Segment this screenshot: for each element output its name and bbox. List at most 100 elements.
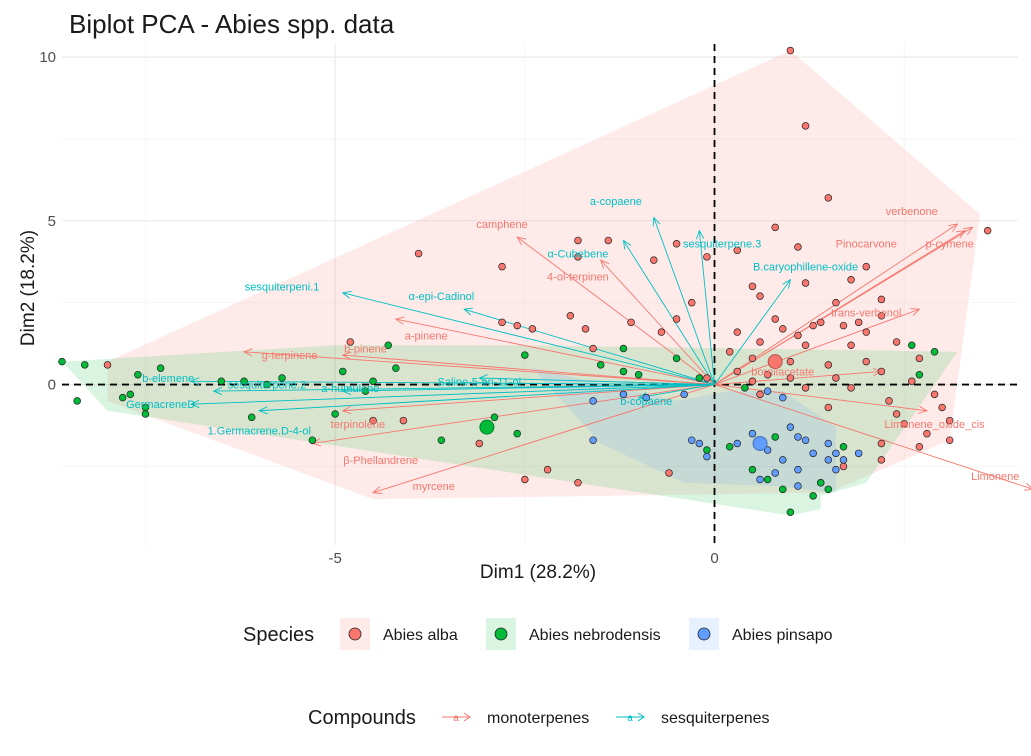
sample-point [847,384,855,392]
sample-point [832,465,840,474]
y-tick-label: 5 [48,213,56,230]
sample-point [854,318,863,327]
sample-point [900,420,908,428]
sample-point [217,377,226,386]
legend-item-compound: a monoterpenes [442,710,589,727]
vector-arrow [516,236,715,385]
sample-point [543,465,552,474]
sample-point [81,361,89,369]
sample-point [877,367,886,376]
vector-label: trans-verbenol [831,308,901,320]
sample-point [58,357,66,366]
sample-point [801,341,810,350]
sample-point [278,374,286,382]
sample-point [392,364,400,372]
vector-label: α-epi-Cadinol [409,291,475,303]
vector-arrow [652,216,715,385]
sample-point [687,298,696,307]
sample-point [156,364,165,372]
species-hulls [62,50,981,516]
sample-point [824,403,833,412]
sample-point [521,475,529,484]
sample-point [794,243,802,251]
hull-abies-alba [107,50,981,500]
sample-point [771,315,779,323]
sample-point [771,433,779,441]
sample-point [126,390,135,399]
vector-arrow [341,384,715,415]
sample-point [809,492,817,500]
sample-point [945,416,954,425]
vector-arrow [394,316,715,385]
sample-point [650,256,658,264]
sample-point [627,318,635,327]
vector-label: verbenone [886,206,938,218]
vector-arrow [341,351,715,385]
legend-item-compound: a sesquiterpenes [616,710,770,727]
legend-key-glyph: a [453,713,459,724]
sample-point [756,292,764,300]
sample-point [771,469,779,477]
sample-point [824,485,833,494]
sample-point [786,357,795,366]
sample-point [695,439,704,448]
vector-arrow [258,384,715,415]
vector-label: Saline-5-en-11-ol [438,376,522,388]
sample-point [877,312,886,320]
sample-point [741,384,749,392]
sample-point [839,443,848,451]
sample-point [862,357,871,366]
vector-label: 1.Germacrene.D-4-ol [208,425,311,437]
legend-label: monoterpenes [487,710,589,727]
sample-point [619,367,628,376]
y-tick-label: 10 [39,49,56,66]
sample-point [665,469,673,477]
sample-point [885,397,893,405]
sample-point [733,246,742,255]
vector-arrow [599,259,715,385]
sample-point [801,279,810,287]
sample-point [839,321,848,330]
sample-point [642,393,650,402]
sample-point [680,390,688,399]
sample-point [779,325,787,333]
centroid-point [752,435,768,451]
vector-arrow [622,239,715,385]
sample-point [771,223,779,232]
sample-point [725,443,734,451]
sample-point [703,253,711,261]
sample-point [475,439,484,448]
x-tick-label: 0 [710,550,718,567]
sample-point [756,475,764,484]
legend-item-species: Abies pinsapo [689,618,833,650]
sample-point [733,328,742,336]
sample-point [604,236,613,245]
sample-point [854,449,863,458]
sample-point [619,390,628,399]
sample-point [263,380,271,389]
sample-point [490,413,499,422]
sample-point [346,338,355,346]
sample-point [672,239,681,248]
sample-point [763,475,772,484]
sample-point [786,46,795,55]
sample-point [748,377,757,386]
vector-arrow [714,384,929,414]
y-axis-title: Dim2 (18.2%) [18,230,39,346]
legend-label: sesquiterpenes [661,710,770,727]
sample-point [763,370,772,379]
legend-item-species: Abies nebrodensis [486,618,661,650]
sample-point [824,439,833,448]
sample-point [134,370,142,379]
vector-label: a-humulene [321,383,379,395]
sample-point [832,298,840,307]
vector-arrow [372,384,715,495]
sample-point [574,253,582,261]
sample-point [361,387,370,395]
sample-point [824,456,833,464]
sample-point [877,456,886,464]
sample-point [369,416,377,425]
sample-point [763,387,772,395]
vector-arrow [242,348,715,385]
